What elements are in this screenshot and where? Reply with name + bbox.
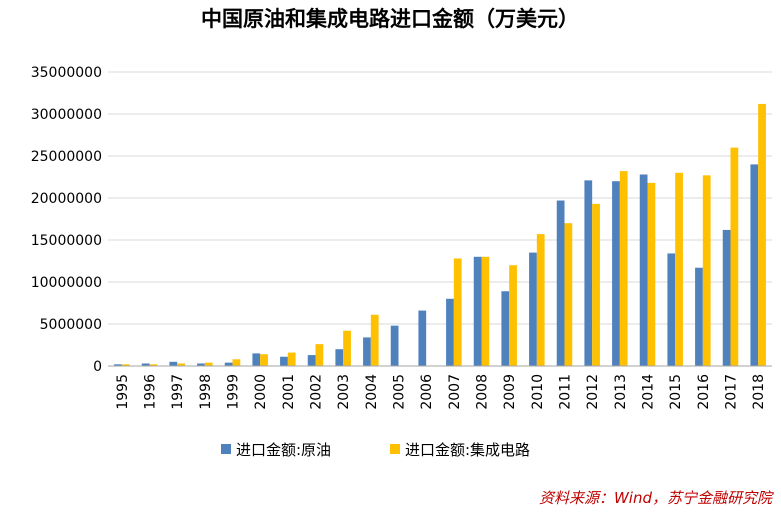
bar-crude-oil-2007 [446,298,454,366]
bar-crude-oil-1999 [224,362,233,366]
bar-crude-oil-2001 [280,356,288,366]
x-tick-label: 2008 [475,374,491,410]
x-tick-label: 2015 [668,374,684,410]
bar-integrated-circuit-2001 [287,352,296,366]
y-axis-ticks: 0 5000000 10000000 15000000 20000000 25000000… [31,65,102,375]
bar-integrated-circuit-2012 [592,203,600,366]
x-tick-label: 2002 [309,374,325,410]
bar-crude-oil-2012 [584,180,593,366]
legend-label-integrated-circuit: 进口金额:集成电路 [405,441,530,459]
x-tick-label: 2000 [253,374,269,410]
bar-crude-oil-1997 [169,361,178,366]
x-tick-label: 2010 [530,374,546,410]
bar-crude-oil-1996 [141,363,150,366]
y-tick-label: 25000000 [31,149,102,165]
x-tick-label: 1995 [115,374,131,410]
bar-crude-oil-2003 [335,349,344,366]
bar-integrated-circuit-2014 [647,182,656,366]
x-tick-label: 1996 [143,374,159,410]
y-tick-label: 15000000 [31,233,102,249]
bar-integrated-circuit-2010 [536,234,545,366]
bar-crude-oil-1995 [114,364,122,366]
bar-integrated-circuit-2002 [315,344,324,366]
bar-integrated-circuit-1995 [121,364,130,366]
bar-crude-oil-1998 [197,363,205,366]
bar-crude-oil-2015 [667,253,676,366]
legend-swatch-crude-oil [221,444,231,454]
bar-crude-oil-2017 [722,229,731,366]
bar-crude-oil-2016 [695,267,703,366]
bar-crude-oil-2010 [529,252,537,366]
x-tick-label: 1997 [170,374,186,410]
bar-integrated-circuit-1997 [177,363,185,366]
legend-label-crude-oil: 进口金额:原油 [236,441,331,459]
x-tick-label: 2003 [336,374,352,410]
y-tick-label: 30000000 [31,107,102,123]
bar-integrated-circuit-2018 [758,103,766,367]
x-tick-label: 2009 [502,374,518,410]
bar-crude-oil-2013 [612,181,620,366]
bar-crude-oil-2008 [473,256,482,366]
x-tick-label: 2006 [419,374,435,410]
x-tick-label: 2013 [613,374,629,410]
x-tick-label: 2016 [696,374,712,410]
bar-integrated-circuit-2008 [481,256,490,366]
bar-integrated-circuit-2007 [453,258,462,366]
bar-integrated-circuit-1998 [204,362,213,366]
bar-crude-oil-2009 [501,291,510,366]
bar-crude-oil-2005 [390,325,399,366]
x-tick-label: 2012 [585,374,601,410]
bar-crude-oil-2006 [418,310,427,366]
bar-integrated-circuit-2004 [370,314,379,366]
bar-integrated-circuit-2003 [343,330,351,366]
y-tick-label: 5000000 [40,317,102,333]
bar-integrated-circuit-1996 [149,364,158,366]
y-tick-label: 0 [93,359,102,375]
y-tick-label: 20000000 [31,191,102,207]
x-tick-label: 1999 [226,374,242,410]
bar-crude-oil-2000 [252,353,261,366]
bar-crude-oil-2014 [639,174,648,366]
legend-swatch-integrated-circuit [390,444,400,454]
x-tick-label: 2005 [392,374,408,410]
bar-crude-oil-2004 [363,337,371,366]
bar-integrated-circuit-2015 [675,172,683,366]
x-tick-label: 1998 [198,374,214,410]
bar-integrated-circuit-2009 [509,265,517,366]
x-tick-label: 2017 [724,374,740,410]
x-tick-label: 2011 [558,374,574,410]
bar-crude-oil-2002 [307,355,316,366]
x-tick-label: 2001 [281,374,297,410]
y-tick-label: 35000000 [31,65,102,81]
x-tick-label: 2018 [751,374,767,410]
bar-integrated-circuit-1999 [232,359,241,366]
gridlines [108,71,772,325]
bar-crude-oil-2011 [556,200,565,366]
bar-integrated-circuit-2000 [260,354,268,366]
bar-integrated-circuit-2011 [564,223,573,366]
x-tick-label: 2014 [641,374,657,410]
legend: 进口金额:原油 进口金额:集成电路 [221,441,530,459]
chart-title: 中国原油和集成电路进口金额（万美元） [201,7,579,31]
x-axis-ticks: 1995 1996 1997 1998 1999 2000 2001 2002 2003 2004… [115,374,767,410]
bar-integrated-circuit-2013 [619,171,628,366]
y-tick-label: 10000000 [31,275,102,291]
x-tick-label: 2004 [364,374,380,410]
bar-integrated-circuit-2017 [730,147,739,366]
bars [114,103,766,367]
source-note: 资料来源：Wind，苏宁金融研究院 [539,489,774,507]
x-tick-label: 2007 [447,374,463,410]
bar-crude-oil-2018 [750,164,759,366]
bar-integrated-circuit-2016 [702,175,711,366]
